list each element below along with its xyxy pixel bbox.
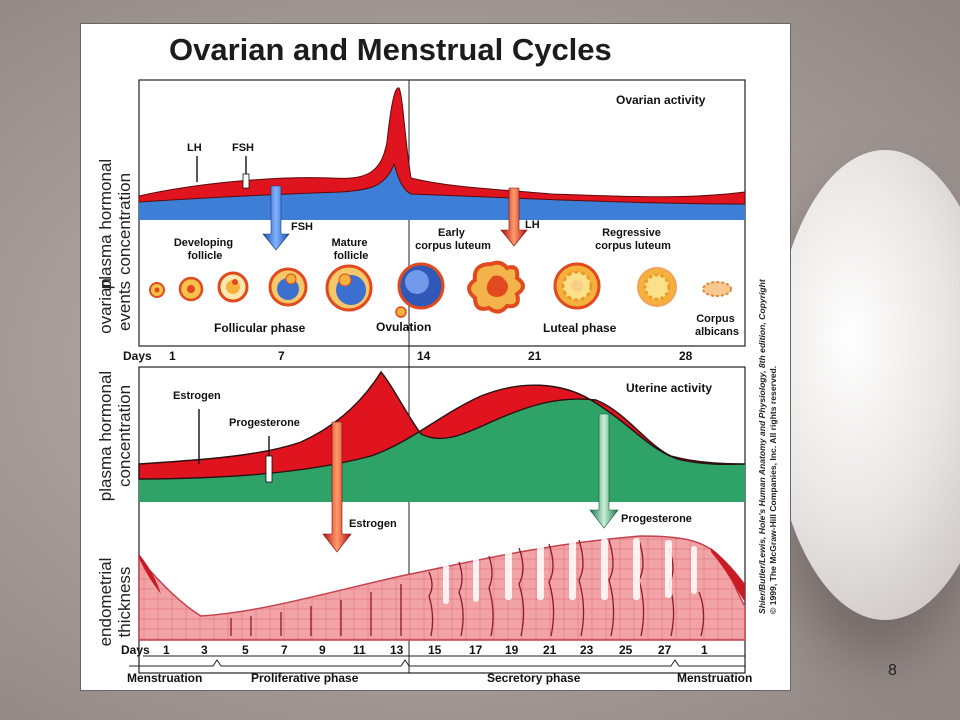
- fsh-curve: [139, 164, 745, 220]
- cycle-diagram: Ovarian and Menstrual Cycles plasma horm…: [96, 32, 778, 685]
- days-label-top: Days: [123, 349, 152, 363]
- ovarian-events: Developing follicle Mature follicle Earl…: [149, 227, 739, 338]
- lh-arrow: [500, 187, 528, 247]
- corpus-luteum-icon: [553, 262, 601, 310]
- lh-arrow-label: LH: [525, 219, 540, 231]
- uterine-hormone-chart: Uterine activity Estrogen Progesterone E…: [138, 370, 746, 553]
- svg-text:ovarian: ovarian: [96, 278, 115, 334]
- day-tick: 11: [353, 643, 366, 657]
- mature-follicle-icon: [325, 264, 373, 312]
- day-tick: 7: [278, 349, 285, 363]
- day-tick: 14: [417, 349, 431, 363]
- progesterone-arrow-label: Progesterone: [621, 513, 692, 525]
- fsh-arrow-label: FSH: [291, 221, 313, 233]
- y-label-ovarian-events: ovarian events: [96, 278, 134, 334]
- progesterone-curve: [139, 385, 745, 502]
- day-tick: 15: [428, 643, 442, 657]
- svg-text:thickness: thickness: [115, 567, 134, 638]
- progesterone-arrow: [589, 413, 619, 529]
- ovarian-activity-label: Ovarian activity: [616, 93, 706, 107]
- day-tick: 21: [543, 643, 557, 657]
- svg-text:plasma hormonal: plasma hormonal: [96, 371, 115, 501]
- early-corpus-luteum-label: Early corpus luteum: [415, 227, 491, 252]
- antral-follicle-icon: [268, 267, 308, 307]
- estrogen-arrow-label: Estrogen: [349, 518, 397, 530]
- day-tick: 27: [658, 643, 672, 657]
- day-tick: 13: [390, 643, 404, 657]
- primary-follicle-icon: [178, 276, 204, 302]
- estrogen-label: Estrogen: [173, 390, 221, 402]
- estrogen-curve: [138, 370, 746, 480]
- fsh-arrow: [262, 185, 290, 251]
- svg-text:plasma hormonal: plasma hormonal: [96, 159, 115, 289]
- secretory-phase-label: Secretory phase: [487, 671, 581, 685]
- day-tick: 23: [580, 643, 594, 657]
- corpus-albicans-icon: [702, 281, 732, 297]
- day-tick: 7: [281, 643, 288, 657]
- day-tick: 21: [528, 349, 542, 363]
- days-label-bottom: Days: [121, 643, 150, 657]
- day-tick: 1: [169, 349, 176, 363]
- menstruation-end-label: Menstruation: [677, 671, 752, 685]
- svg-text:Shier/Butler/Lewis, Hole's Hum: Shier/Butler/Lewis, Hole's Human Anatomy…: [757, 278, 767, 614]
- lh-label: LH: [187, 142, 202, 154]
- primordial-follicle-icon: [149, 282, 165, 298]
- day-tick: 5: [242, 643, 249, 657]
- day-tick: 19: [505, 643, 519, 657]
- diagram-title: Ovarian and Menstrual Cycles: [169, 32, 612, 67]
- estrogen-arrow: [322, 421, 352, 553]
- copyright-credit: Shier/Butler/Lewis, Hole's Human Anatomy…: [757, 278, 778, 614]
- svg-text:endometrial: endometrial: [96, 558, 115, 647]
- mature-follicle-label: Mature follicle: [331, 237, 370, 262]
- background-sphere: [770, 150, 960, 620]
- diagram-panel: Ovarian and Menstrual Cycles plasma horm…: [81, 24, 790, 690]
- early-corpus-luteum-icon: [467, 260, 525, 314]
- luteal-phase-label: Luteal phase: [543, 321, 617, 335]
- day-tick: 1: [701, 643, 708, 657]
- ovulating-follicle-icon: [395, 262, 445, 318]
- regressive-corpus-luteum-label: Regressive corpus luteum: [595, 227, 671, 252]
- day-tick: 28: [679, 349, 693, 363]
- developing-follicle-label: Developing follicle: [174, 237, 236, 262]
- lh-curve: [138, 87, 746, 205]
- day-tick: 3: [201, 643, 208, 657]
- day-tick: 1: [163, 643, 170, 657]
- corpus-albicans-label: Corpus albicans: [695, 313, 739, 338]
- svg-text:concentration: concentration: [115, 385, 134, 487]
- day-tick: 17: [469, 643, 483, 657]
- days-axis-bottom: Days 1 3 5 7 9 11 13 15 17 19 21 23 25 2…: [121, 643, 745, 657]
- endometrium-illustration: [138, 535, 746, 641]
- day-tick: 25: [619, 643, 633, 657]
- svg-text:events: events: [115, 281, 134, 331]
- day-tick: 9: [319, 643, 326, 657]
- svg-text:© 1999, The McGraw-Hill Compan: © 1999, The McGraw-Hill Companies, Inc. …: [768, 366, 778, 614]
- menstruation-label: Menstruation: [127, 671, 202, 685]
- slide-number: 8: [888, 662, 897, 679]
- proliferative-phase-label: Proliferative phase: [251, 671, 359, 685]
- follicular-phase-label: Follicular phase: [214, 321, 306, 335]
- regressive-corpus-luteum-icon: [637, 267, 677, 307]
- svg-text:concentration: concentration: [115, 173, 134, 275]
- menstrual-phases: Menstruation Proliferative phase Secreto…: [127, 659, 752, 685]
- progesterone-label: Progesterone: [229, 417, 300, 429]
- days-axis-top: Days 1 7 14 21 28: [123, 349, 693, 363]
- fsh-label: FSH: [232, 142, 254, 154]
- secondary-follicle-icon: [217, 271, 249, 303]
- ovulation-label: Ovulation: [376, 320, 431, 334]
- ovarian-hormone-chart: Ovarian activity LH FSH FSH LH: [138, 87, 746, 251]
- y-label-bottom: plasma hormonal concentration: [96, 371, 134, 501]
- uterine-activity-label: Uterine activity: [626, 381, 712, 395]
- y-label-top: plasma hormonal concentration: [96, 159, 134, 289]
- y-label-endometrium: endometrial thickness: [96, 558, 134, 647]
